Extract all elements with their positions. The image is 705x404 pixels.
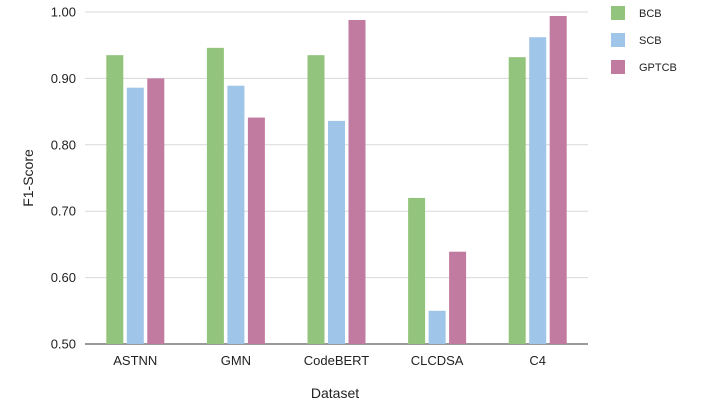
bar-scb-codebert <box>328 120 345 345</box>
legend: BCB SCB GPTCB <box>611 6 677 74</box>
y-tick-label: 0.70 <box>51 204 76 219</box>
legend-swatch-bcb <box>611 6 625 20</box>
y-tick-label: 0.60 <box>51 270 76 285</box>
y-tick-label: 0.80 <box>51 137 76 152</box>
bar-scb-c4 <box>529 37 547 345</box>
x-tick-label: ASTNN <box>113 353 157 368</box>
bar-scb-gmn <box>227 85 245 344</box>
bar-bcb-astnn <box>106 55 124 344</box>
legend-label-bcb: BCB <box>639 8 662 20</box>
bar-bcb-c4 <box>508 57 526 344</box>
bar-bcb-codebert <box>307 55 325 344</box>
x-axis-ticks: ASTNN GMN CodeBERT CLCDSA C4 <box>113 353 546 368</box>
legend-label-gptcb: GPTCB <box>639 62 677 74</box>
bars <box>106 15 567 345</box>
x-tick-label: CLCDSA <box>411 353 464 368</box>
bar-gptcb-clcdsa <box>449 251 467 344</box>
legend-swatch-scb <box>611 33 625 47</box>
bar-gptcb-c4 <box>549 15 567 344</box>
y-axis-ticks: 0.50 0.60 0.70 0.80 0.90 1.00 <box>51 5 76 352</box>
x-tick-label: CodeBERT <box>304 353 370 368</box>
bar-gptcb-codebert <box>348 19 366 345</box>
bar-gptcb-astnn <box>147 78 165 345</box>
y-tick-label: 1.00 <box>51 5 76 20</box>
x-tick-label: GMN <box>221 353 251 368</box>
bar-scb-astnn <box>126 87 144 345</box>
bar-bcb-clcdsa <box>408 197 426 344</box>
legend-label-scb: SCB <box>639 35 662 47</box>
bar-gptcb-gmn <box>247 117 265 345</box>
legend-swatch-gptcb <box>611 60 625 74</box>
bar-scb-clcdsa <box>428 310 446 344</box>
bar-bcb-gmn <box>206 47 224 345</box>
x-tick-label: C4 <box>529 353 546 368</box>
y-tick-label: 0.90 <box>51 71 76 86</box>
y-tick-label: 0.50 <box>51 337 76 352</box>
x-axis-title: Dataset <box>311 385 359 401</box>
y-axis-title: F1-Score <box>20 149 36 207</box>
